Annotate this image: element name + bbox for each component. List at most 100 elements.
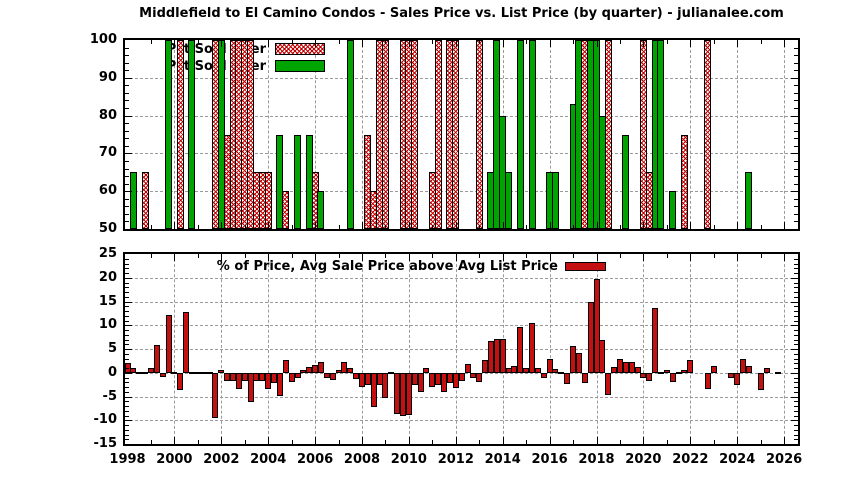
y-axis-tick — [791, 115, 798, 117]
x-axis-tick — [338, 440, 340, 444]
x-tick-label: 1998 — [109, 452, 146, 467]
x-tick-label: 2002 — [203, 452, 240, 467]
y-axis-tick — [125, 268, 129, 270]
y-axis-tick — [125, 282, 129, 284]
x-axis-tick — [784, 222, 786, 229]
x-axis-tick — [666, 40, 668, 44]
y-axis-tick — [125, 401, 129, 403]
bar-hatch-red — [411, 40, 419, 229]
bar-solid-red — [282, 359, 289, 373]
y-axis-tick — [794, 387, 798, 388]
x-axis-tick — [197, 254, 199, 258]
bar-solid-red — [570, 346, 577, 373]
bar-solid-red — [640, 372, 647, 378]
x-axis-tick — [315, 437, 317, 444]
y-axis-tick — [125, 296, 129, 298]
x-axis-tick — [150, 40, 152, 44]
bar-solid-red — [540, 372, 547, 378]
bar-solid-green — [305, 134, 313, 229]
x-axis-tick — [315, 254, 317, 261]
grid-line-vertical — [315, 40, 317, 229]
bar-solid-red — [611, 367, 618, 373]
bar-hatch-red — [264, 172, 272, 229]
zero-value-bar — [558, 371, 565, 374]
solid-green-legend-swatch — [275, 60, 325, 72]
x-axis-tick — [408, 254, 410, 261]
bar-solid-red — [646, 372, 653, 381]
bar-solid-red — [347, 367, 354, 373]
y-axis-tick — [791, 349, 798, 350]
y-axis-tick — [125, 277, 132, 279]
y-axis-tick — [794, 282, 798, 284]
y-axis-tick — [125, 273, 129, 274]
bar-solid-red — [317, 362, 324, 373]
y-tick-label: -10 — [93, 412, 118, 428]
y-axis-tick — [125, 153, 132, 155]
x-axis-tick — [737, 40, 739, 47]
bar-solid-red — [341, 362, 348, 373]
x-tick-label: 2012 — [437, 452, 474, 467]
bar-solid-red — [446, 372, 453, 383]
y-axis-tick — [125, 145, 129, 147]
x-tick-label: 2022 — [672, 452, 709, 467]
y-axis-tick — [794, 100, 798, 102]
bar-solid-red — [552, 368, 559, 373]
x-axis-tick — [619, 254, 621, 258]
x-axis-tick — [315, 40, 317, 47]
y-axis-tick — [125, 55, 129, 57]
grid-line-horizontal — [125, 301, 798, 303]
y-axis-tick — [794, 434, 798, 436]
y-axis-tick — [794, 339, 798, 341]
bar-solid-red — [394, 372, 401, 415]
x-axis-tick — [291, 225, 293, 229]
x-axis-tick — [150, 254, 152, 258]
x-tick-label: 2008 — [343, 452, 381, 467]
grid-line-horizontal — [125, 77, 798, 79]
x-axis-tick — [150, 225, 152, 229]
y-axis-tick — [794, 268, 798, 270]
y-tick-label: 5 — [107, 341, 117, 356]
bar-solid-red — [159, 372, 166, 377]
x-axis-tick — [315, 222, 317, 229]
x-axis-tick — [666, 440, 668, 444]
y-axis-tick — [794, 439, 798, 441]
x-axis-tick — [408, 437, 410, 444]
x-axis-tick — [643, 437, 645, 444]
x-axis-tick — [174, 222, 176, 229]
zero-value-bar — [206, 371, 213, 374]
plot-area-sale-vs-list: % of Price, Avg Sale Price above Avg Lis… — [123, 252, 800, 446]
y-axis-tick — [794, 221, 798, 223]
x-axis-tick — [619, 440, 621, 444]
x-axis-tick — [643, 40, 645, 47]
x-axis-tick — [432, 254, 434, 258]
y-axis-tick — [125, 372, 132, 374]
bar-solid-red — [745, 366, 752, 373]
bar-solid-green — [669, 191, 677, 229]
y-axis-tick — [125, 198, 129, 200]
x-axis-tick — [197, 440, 199, 444]
y-axis-tick — [125, 325, 132, 327]
bar-solid-red — [364, 372, 371, 385]
x-axis-tick — [432, 225, 434, 229]
x-axis-tick — [619, 225, 621, 229]
y-axis-tick — [125, 85, 129, 87]
x-axis-tick — [502, 254, 504, 261]
y-axis-tick — [791, 325, 798, 327]
y-tick-label: 60 — [98, 183, 117, 199]
bar-solid-red — [634, 367, 641, 373]
bar-solid-red — [704, 372, 711, 390]
bar-solid-red — [681, 370, 688, 373]
grid-line-horizontal — [125, 115, 798, 117]
x-axis-tick — [573, 440, 575, 444]
y-axis-tick — [125, 92, 129, 94]
bar-solid-red — [470, 372, 477, 378]
x-axis-tick — [385, 225, 387, 229]
x-axis-tick — [760, 440, 762, 444]
x-axis-tick — [244, 440, 246, 444]
x-axis-tick — [362, 254, 363, 261]
bar-solid-red — [452, 372, 459, 388]
x-axis-tick — [502, 437, 504, 444]
y-axis-tick — [794, 85, 798, 87]
y-axis-tick — [794, 415, 798, 417]
x-axis-tick — [713, 40, 715, 44]
